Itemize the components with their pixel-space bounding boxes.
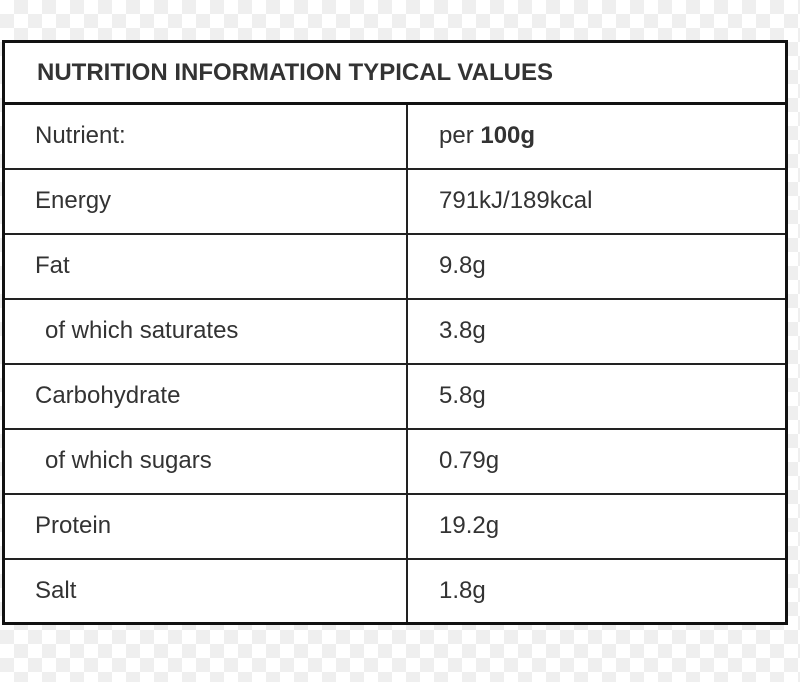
nutrient-cell: Carbohydrate xyxy=(5,365,408,428)
value-cell: 5.8g xyxy=(439,382,486,409)
nutrient-cell: of which sugars xyxy=(5,430,408,493)
nutrient-label: Protein xyxy=(35,512,112,539)
value-cell: 1.8g xyxy=(439,577,486,604)
value-cell: 9.8g xyxy=(439,252,486,279)
table-header-row: Nutrient: per 100g xyxy=(5,105,785,170)
nutrient-label: Fat xyxy=(35,252,70,279)
nutrient-header: Nutrient: xyxy=(5,105,408,168)
table-row: Energy 791kJ/189kcal xyxy=(5,170,785,235)
nutrient-label: of which saturates xyxy=(45,317,239,344)
nutrient-cell: Protein xyxy=(5,495,408,558)
nutrition-table: NUTRITION INFORMATION TYPICAL VALUES Nut… xyxy=(2,40,788,625)
value-cell: 19.2g xyxy=(439,512,500,539)
value-cell: 0.79g xyxy=(439,447,500,474)
nutrient-cell: Fat xyxy=(5,235,408,298)
table-row: Fat 9.8g xyxy=(5,235,785,300)
nutrient-label: of which sugars xyxy=(45,447,212,474)
nutrient-cell: of which saturates xyxy=(5,300,408,363)
table-row: Salt 1.8g xyxy=(5,560,785,622)
per-prefix: per xyxy=(439,122,474,149)
table-title: NUTRITION INFORMATION TYPICAL VALUES xyxy=(5,43,785,105)
nutrient-label: Salt xyxy=(35,577,77,604)
table-row: of which sugars 0.79g xyxy=(5,430,785,495)
value-cell: 791kJ/189kcal xyxy=(439,187,593,214)
table-row: Protein 19.2g xyxy=(5,495,785,560)
nutrient-cell: Salt xyxy=(5,560,408,622)
value-cell: 3.8g xyxy=(439,317,486,344)
table-row: of which saturates 3.8g xyxy=(5,300,785,365)
table-row: Carbohydrate 5.8g xyxy=(5,365,785,430)
nutrient-cell: Energy xyxy=(5,170,408,233)
nutrient-label: Energy xyxy=(35,187,112,214)
nutrient-label: Carbohydrate xyxy=(35,382,181,409)
per-header: per 100g xyxy=(408,105,785,168)
per-amount: 100g xyxy=(480,122,536,149)
